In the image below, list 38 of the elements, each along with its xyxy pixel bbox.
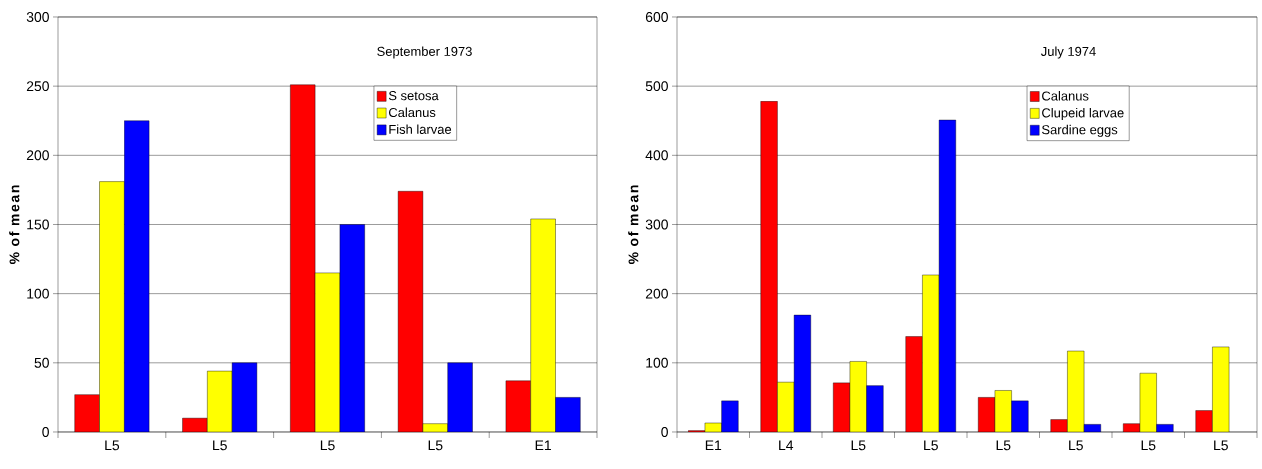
legend-label: Sardine eggs	[1042, 124, 1118, 137]
y-tick-label: 250	[26, 81, 49, 92]
x-tick-label: L5	[213, 440, 227, 451]
x-tick-label: L5	[996, 440, 1011, 451]
bar	[866, 385, 884, 432]
y-axis-title: % of mean	[628, 185, 639, 265]
y-tick-label: 50	[34, 357, 49, 368]
y-tick-label: 600	[645, 12, 668, 22]
x-tick-label: L5	[320, 440, 335, 451]
x-tick-label: L5	[428, 440, 443, 451]
legend-label: Calanus	[1042, 91, 1089, 101]
legend-label: S setosa	[388, 91, 439, 101]
x-tick-label: E1	[705, 440, 722, 451]
y-tick-label: 0	[661, 427, 668, 437]
x-tick-label: L5	[105, 440, 120, 451]
y-tick-label: 150	[27, 219, 49, 230]
y-tick-label: 0	[42, 427, 49, 437]
y-tick-label: 200	[645, 288, 668, 299]
text: September 1973	[377, 46, 472, 59]
x-tick-label: L4	[779, 440, 794, 451]
y-tick-label: 300	[26, 12, 49, 22]
x-tick-label: L5	[924, 440, 938, 451]
y-tick-label: 100	[646, 357, 668, 368]
x-tick-label: L5	[1069, 440, 1083, 451]
y-axis-title: % of mean	[9, 185, 20, 265]
y-tick-label: 300	[645, 219, 668, 230]
legend-label: Clupeid larvae	[1042, 107, 1124, 120]
legend-label: Fish larvae	[389, 124, 452, 134]
x-tick-label: E1	[535, 440, 551, 451]
y-tick-label: 100	[27, 288, 49, 299]
x-tick-label: L5	[1141, 440, 1156, 451]
y-tick-label: 200	[26, 150, 49, 161]
text: July 1974	[1040, 46, 1096, 59]
x-tick-label: L5	[851, 440, 866, 451]
y-tick-label: 500	[645, 81, 668, 92]
x-tick-label: L5	[1214, 440, 1228, 451]
legend-label: Calanus	[389, 107, 436, 118]
y-tick-label: 400	[645, 150, 668, 161]
